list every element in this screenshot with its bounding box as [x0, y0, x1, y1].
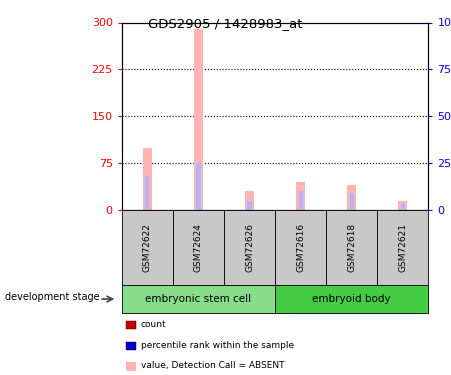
Text: GSM72618: GSM72618 [347, 223, 356, 272]
Bar [145, 176, 149, 210]
Text: GSM72616: GSM72616 [296, 223, 305, 272]
Text: count: count [141, 320, 166, 329]
Bar [398, 201, 408, 210]
Bar [194, 29, 203, 210]
Text: value, Detection Call = ABSENT: value, Detection Call = ABSENT [141, 361, 284, 370]
Text: development stage: development stage [5, 292, 99, 302]
Text: GSM72621: GSM72621 [398, 223, 407, 272]
Text: embryonic stem cell: embryonic stem cell [145, 294, 252, 304]
Text: percentile rank within the sample: percentile rank within the sample [141, 340, 294, 350]
Bar [296, 182, 305, 210]
Bar [401, 204, 405, 210]
Bar [143, 147, 152, 210]
Bar [350, 192, 354, 210]
Bar [299, 191, 303, 210]
Text: GDS2905 / 1428983_at: GDS2905 / 1428983_at [148, 17, 303, 30]
Bar [248, 201, 252, 210]
Bar [347, 185, 356, 210]
Bar [196, 163, 201, 210]
Bar [245, 191, 254, 210]
Text: GSM72622: GSM72622 [143, 223, 152, 272]
Text: GSM72624: GSM72624 [194, 223, 203, 272]
Text: GSM72626: GSM72626 [245, 223, 254, 272]
Text: embryoid body: embryoid body [313, 294, 391, 304]
